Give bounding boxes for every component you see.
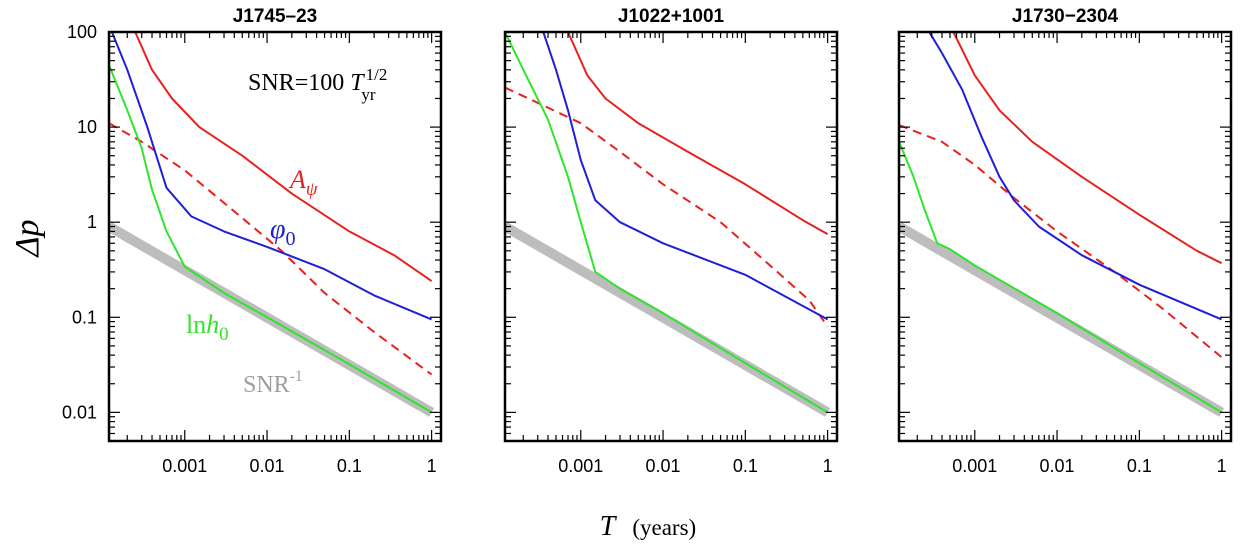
y-tick-label: 0.01 <box>62 402 97 422</box>
series-label-name: φ <box>270 214 286 245</box>
snr-annotation-prefix: SNR=100 <box>248 70 350 96</box>
x-tick-label: 0.01 <box>250 456 285 476</box>
series-line <box>505 222 831 417</box>
series-group <box>505 32 831 417</box>
tick-marks <box>899 31 1231 442</box>
series-group <box>899 32 1225 417</box>
panel-3: J1730−2304 0.001 0.01 0.1 1 <box>897 6 1233 476</box>
series-line <box>567 32 829 235</box>
x-tick-label: 0.1 <box>733 456 758 476</box>
panel-2: J1022+1001 0.001 0.01 0.1 1 <box>503 6 839 476</box>
panel-title: J1730−2304 <box>1012 6 1119 27</box>
x-axis-variable: T <box>600 511 618 542</box>
series-line <box>899 222 1225 417</box>
snr-annotation: SNR=100 T 1/2 yr <box>248 65 387 104</box>
tick-marks <box>505 31 837 442</box>
y-tick-label: 1 <box>87 212 97 232</box>
tick-marks <box>109 31 441 442</box>
x-tick-label: 0.1 <box>337 456 362 476</box>
series-label-sub: ψ <box>306 179 318 200</box>
series-label: φ0 <box>270 214 296 250</box>
series-line <box>899 124 1223 358</box>
panel-1: J1745–23 0.001 0.01 0.1 1 0.01 0.1 1 10 100 SNR=10… <box>62 6 443 476</box>
series-line <box>542 32 829 321</box>
panel-title: J1745–23 <box>233 6 318 27</box>
series-line <box>952 32 1223 265</box>
series-line <box>110 32 432 321</box>
plot-frame <box>503 30 839 443</box>
series-label: SNR-1 <box>243 368 303 398</box>
x-tick-label: 1 <box>823 456 833 476</box>
series-label-name: A <box>288 165 306 194</box>
y-tick-label: 10 <box>77 117 97 137</box>
x-tick-label: 0.01 <box>1040 456 1075 476</box>
series-label-italic: h <box>206 310 219 339</box>
x-tick-label: 1 <box>427 456 437 476</box>
x-tick-label: 0.001 <box>952 456 997 476</box>
series-label-name: SNR <box>243 372 290 398</box>
series-label-sub: 0 <box>219 324 228 345</box>
snr-annotation-sub: yr <box>361 85 376 104</box>
snr-annotation-var: T <box>350 70 365 96</box>
y-axis-label: Δp <box>9 220 46 259</box>
y-tick-label: 0.1 <box>72 307 97 327</box>
x-axis-units: (years) <box>632 515 696 540</box>
series-line <box>899 141 1223 414</box>
series-label: Aψ <box>288 165 318 200</box>
series-label-sub: 0 <box>286 228 296 250</box>
x-tick-label: 0.01 <box>646 456 681 476</box>
series-label: lnh0 <box>186 310 229 345</box>
panel-title: J1022+1001 <box>618 6 725 27</box>
series-line <box>109 122 433 376</box>
series-label-name: ln <box>186 310 206 339</box>
y-tick-label: 100 <box>67 22 97 42</box>
series-line <box>134 32 433 282</box>
series-line <box>928 32 1222 321</box>
panels: J1745–230.001 0.01 0.1 10.010.1110100SNR=10… <box>62 6 1233 476</box>
series-group <box>109 32 435 417</box>
x-tick-label: 0.1 <box>1127 456 1152 476</box>
snr-annotation-sup: 1/2 <box>366 65 388 84</box>
series-label-sup: -1 <box>290 368 303 385</box>
x-tick-label: 1 <box>1217 456 1227 476</box>
x-axis-label: T (years) <box>600 511 696 542</box>
series-line <box>505 32 829 414</box>
series-line <box>109 64 433 414</box>
x-tick-label: 0.001 <box>558 456 603 476</box>
x-tick-label: 0.001 <box>162 456 207 476</box>
series-line <box>505 86 829 328</box>
